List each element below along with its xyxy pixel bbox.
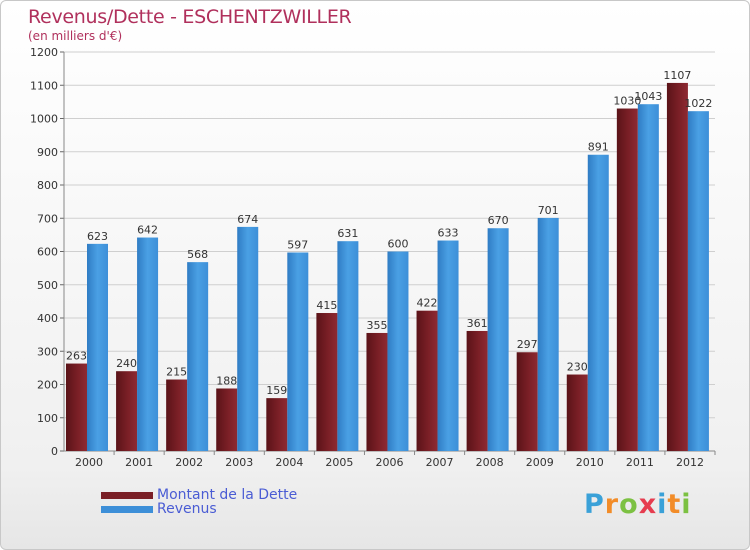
data-label: 263 bbox=[66, 350, 87, 363]
data-label: 600 bbox=[387, 238, 408, 251]
y-tick-label: 900 bbox=[37, 146, 58, 159]
data-label: 1030 bbox=[613, 95, 641, 108]
y-tick-label: 1200 bbox=[30, 46, 58, 59]
bar-debt bbox=[116, 371, 138, 451]
y-tick-label: 200 bbox=[37, 379, 58, 392]
logo-letter: o bbox=[619, 489, 639, 520]
y-tick-label: 1100 bbox=[30, 79, 58, 92]
y-tick-label: 500 bbox=[37, 279, 58, 292]
y-tick-label: 100 bbox=[37, 412, 58, 425]
legend-label-revenue: Revenus bbox=[157, 501, 217, 517]
data-label: 597 bbox=[287, 238, 308, 251]
y-tick-label: 300 bbox=[37, 345, 58, 358]
data-label: 701 bbox=[538, 204, 559, 217]
x-tick-label: 2007 bbox=[426, 456, 454, 469]
data-label: 188 bbox=[216, 374, 237, 387]
chart-subtitle: (en milliers d'€) bbox=[28, 29, 123, 43]
x-tick-label: 2006 bbox=[376, 456, 404, 469]
y-tick-label: 700 bbox=[37, 212, 58, 225]
data-label: 1022 bbox=[684, 97, 712, 110]
logo-letter: t bbox=[667, 489, 682, 520]
bar-debt bbox=[266, 398, 288, 451]
data-label: 230 bbox=[567, 361, 588, 374]
bar-debt bbox=[466, 330, 488, 451]
y-tick-label: 1000 bbox=[30, 113, 58, 126]
bar-revenue bbox=[337, 241, 359, 451]
x-tick-label: 2004 bbox=[275, 456, 303, 469]
x-tick-label: 2008 bbox=[476, 456, 504, 469]
logo-letter: i bbox=[681, 489, 692, 520]
x-tick-label: 2012 bbox=[676, 456, 704, 469]
bar-revenue bbox=[137, 237, 159, 451]
bar-revenue bbox=[87, 243, 108, 451]
x-tick-label: 2005 bbox=[325, 456, 353, 469]
data-label: 568 bbox=[187, 248, 208, 261]
proxiti-logo: Proxiti bbox=[584, 489, 692, 520]
bar-revenue bbox=[437, 240, 459, 451]
data-label: 361 bbox=[467, 317, 488, 330]
data-label: 633 bbox=[438, 227, 459, 240]
logo-letter: x bbox=[638, 489, 658, 520]
legend-swatch-revenue bbox=[101, 505, 153, 513]
logo-letter: r bbox=[604, 489, 620, 520]
data-label: 631 bbox=[337, 227, 358, 240]
bar-debt bbox=[616, 108, 638, 452]
logo-letter: i bbox=[657, 489, 668, 520]
data-label: 1107 bbox=[663, 69, 691, 82]
data-label: 1043 bbox=[634, 90, 662, 103]
bar-revenue bbox=[387, 251, 409, 451]
bar-debt bbox=[166, 379, 188, 451]
bar-debt bbox=[566, 374, 588, 451]
legend-item-debt: Montant de la Dette bbox=[101, 487, 297, 503]
bar-debt bbox=[216, 388, 238, 451]
bar-revenue bbox=[487, 228, 509, 451]
bar-revenue bbox=[287, 252, 309, 451]
bar-debt bbox=[366, 332, 388, 451]
data-label: 159 bbox=[266, 384, 287, 397]
y-tick-label: 400 bbox=[37, 312, 58, 325]
x-tick-label: 2011 bbox=[626, 456, 654, 469]
data-label: 623 bbox=[87, 230, 108, 243]
bar-revenue bbox=[687, 111, 709, 451]
y-tick-label: 600 bbox=[37, 246, 58, 259]
chart-title: Revenus/Dette - ESCHENTZWILLER bbox=[28, 6, 352, 28]
legend-item-revenue: Revenus bbox=[101, 501, 217, 517]
x-tick-label: 2000 bbox=[75, 456, 103, 469]
bar-revenue bbox=[587, 154, 609, 451]
data-label: 891 bbox=[588, 141, 609, 154]
data-label: 674 bbox=[237, 213, 258, 226]
bar-revenue bbox=[637, 104, 659, 451]
data-label: 670 bbox=[488, 214, 509, 227]
data-label: 422 bbox=[417, 297, 438, 310]
x-tick-label: 2002 bbox=[175, 456, 203, 469]
bar-debt bbox=[66, 363, 87, 451]
data-label: 642 bbox=[137, 224, 158, 237]
x-tick-label: 2009 bbox=[526, 456, 554, 469]
bar-revenue bbox=[537, 217, 559, 451]
legend-swatch-debt bbox=[101, 491, 153, 499]
bar-debt bbox=[666, 82, 688, 452]
x-tick-label: 2001 bbox=[125, 456, 153, 469]
bar-revenue bbox=[237, 226, 259, 451]
data-label: 415 bbox=[316, 299, 337, 312]
bar-debt bbox=[416, 310, 438, 451]
x-tick-label: 2003 bbox=[225, 456, 253, 469]
data-label: 215 bbox=[166, 366, 187, 379]
logo-letter: P bbox=[584, 489, 605, 520]
legend-label-debt: Montant de la Dette bbox=[157, 487, 298, 503]
bar-debt bbox=[316, 313, 338, 451]
y-tick-label: 0 bbox=[51, 445, 58, 458]
data-label: 355 bbox=[366, 319, 387, 332]
bar-revenue bbox=[187, 262, 209, 451]
data-label: 240 bbox=[116, 357, 137, 370]
y-tick-label: 800 bbox=[37, 179, 58, 192]
data-label: 297 bbox=[517, 338, 538, 351]
x-tick-label: 2010 bbox=[576, 456, 604, 469]
bar-debt bbox=[516, 352, 538, 451]
